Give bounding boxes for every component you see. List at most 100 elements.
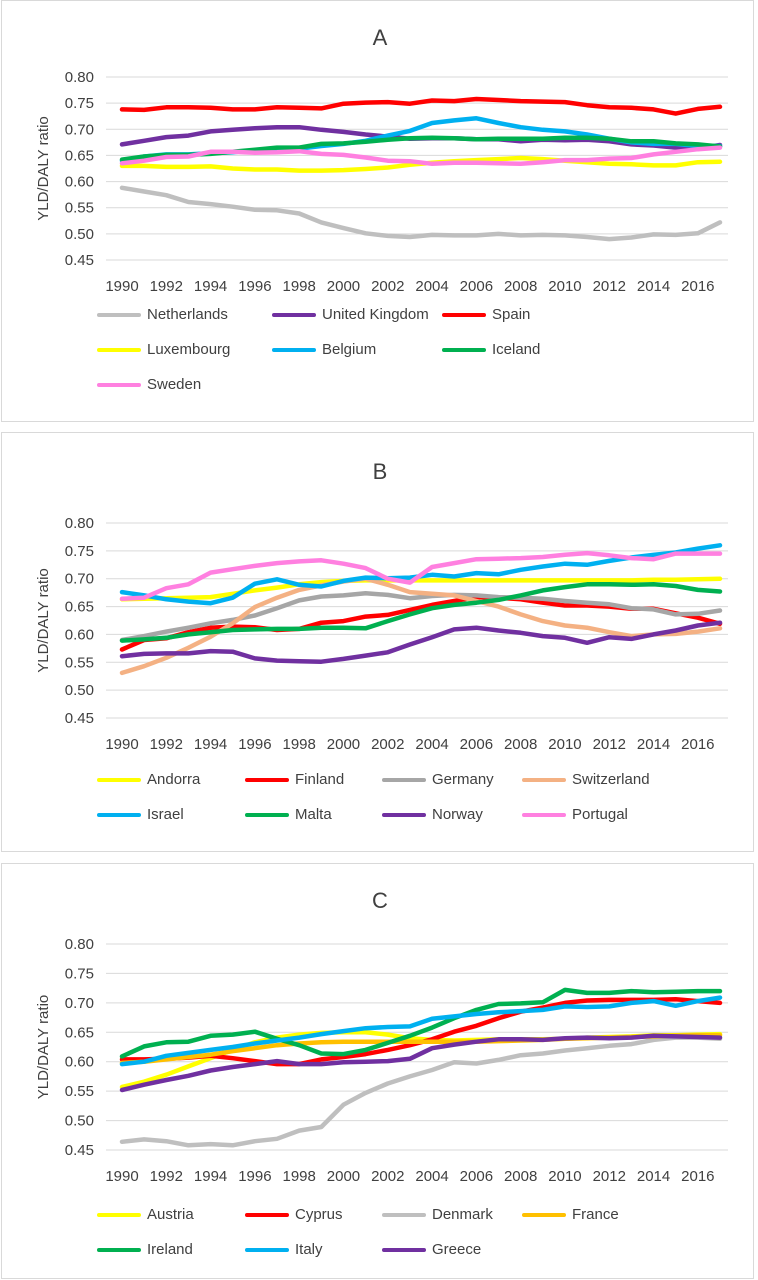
series-line-malta	[119, 582, 723, 643]
legend-label: Spain	[492, 306, 531, 323]
x-tick-label: 2010	[548, 1168, 581, 1185]
y-tick-label: 0.70	[65, 995, 94, 1012]
y-tick-label: 0.80	[65, 69, 94, 86]
y-tick-label: 0.75	[65, 543, 94, 560]
y-tick-label: 0.50	[65, 682, 94, 699]
legend-item: Denmark	[382, 1206, 493, 1223]
x-tick-label: 1994	[194, 1168, 227, 1185]
legend-swatch	[442, 347, 486, 352]
series-line-spain	[119, 96, 723, 116]
y-tick-label: 0.55	[65, 1083, 94, 1100]
x-tick-label: 2010	[548, 736, 581, 753]
series-line-norway	[119, 620, 723, 664]
x-tick-label: 2010	[548, 278, 581, 295]
legend-label: Sweden	[147, 376, 202, 393]
series-line-portugal	[119, 550, 723, 602]
legend-label: Andorra	[147, 771, 201, 788]
legend-swatch	[272, 312, 316, 317]
y-tick-label: 0.60	[65, 1054, 94, 1071]
legend-item: Sweden	[97, 376, 201, 393]
y-tick-label: 0.55	[65, 654, 94, 671]
legend-label: Norway	[432, 806, 483, 823]
legend-label: Israel	[147, 806, 184, 823]
x-tick-label: 2004	[415, 1168, 448, 1185]
x-tick-label: 2000	[327, 278, 360, 295]
legend-swatch	[245, 777, 289, 782]
legend-item: Luxembourg	[97, 341, 230, 358]
x-tick-label: 2014	[637, 278, 670, 295]
y-tick-label: 0.60	[65, 174, 94, 191]
legend-item: Netherlands	[97, 306, 228, 323]
legend-item: Finland	[245, 771, 344, 788]
y-tick-label: 0.70	[65, 121, 94, 138]
legend-item: Italy	[245, 1241, 323, 1258]
chart-c-svg: C YLD/DALY ratio 0.45 0.50 0.55 0.60 0.65 0.70 0…	[35, 888, 728, 1185]
legend-swatch	[382, 1247, 426, 1252]
chart-title: B	[373, 459, 388, 484]
legend-item: Spain	[442, 306, 530, 323]
x-tick-label: 2016	[681, 278, 714, 295]
legend-item: France	[522, 1206, 619, 1223]
x-tick-label: 2002	[371, 278, 404, 295]
legend-label: Switzerland	[572, 771, 650, 788]
x-tick-label: 1996	[238, 736, 271, 753]
series-line-germany	[119, 590, 723, 643]
series-line-ireland	[119, 987, 723, 1059]
legend-label: Greece	[432, 1241, 482, 1258]
legend-item: Andorra	[97, 771, 200, 788]
legend-item: Belgium	[272, 341, 376, 358]
x-tick-label: 2004	[415, 278, 448, 295]
y-tick-label: 0.80	[65, 515, 94, 532]
y-tick-label: 0.50	[65, 1113, 94, 1130]
x-tick-label: 2014	[637, 736, 670, 753]
legend-swatch	[245, 1212, 289, 1217]
x-tick-label: 1994	[194, 736, 227, 753]
y-axis-label: YLD/DALY ratio	[35, 568, 52, 673]
legend-swatch	[522, 1212, 566, 1217]
x-tick-label: 2008	[504, 278, 537, 295]
legend-item: Iceland	[442, 341, 540, 358]
x-tick-label: 1998	[282, 1168, 315, 1185]
series-line-italy	[119, 995, 723, 1067]
legend-swatch	[97, 1247, 141, 1252]
legend-label: Austria	[147, 1206, 194, 1223]
y-tick-label: 0.55	[65, 200, 94, 217]
legend-swatch	[442, 312, 486, 317]
x-tick-label: 2014	[637, 1168, 670, 1185]
y-tick-label: 0.65	[65, 1024, 94, 1041]
y-tick-label: 0.60	[65, 626, 94, 643]
legend-swatch	[522, 777, 566, 782]
y-tick-label: 0.45	[65, 252, 94, 269]
legend-swatch	[272, 347, 316, 352]
x-tick-label: 2000	[327, 1168, 360, 1185]
x-tick-label: 1992	[150, 278, 183, 295]
chart-a-svg: A YLD/DALY ratio 0.45 0.50 0.55 0.60 0.65 0.70 0…	[35, 25, 728, 295]
legend-item: Cyprus	[245, 1206, 343, 1223]
x-tick-label: 1996	[238, 278, 271, 295]
legend-swatch	[245, 1247, 289, 1252]
y-tick-label: 0.45	[65, 710, 94, 727]
legend-item: Switzerland	[522, 771, 650, 788]
x-tick-label: 2002	[371, 1168, 404, 1185]
legend-swatch	[382, 1212, 426, 1217]
legend-swatch	[97, 777, 141, 782]
legend-label: Denmark	[432, 1206, 493, 1223]
x-tick-label: 1996	[238, 1168, 271, 1185]
chart-panel-b: B YLD/DALY ratio 0.45 0.50 0.55 0.60 0.65 0.70 0…	[1, 432, 754, 852]
legend-item: Greece	[382, 1241, 481, 1258]
x-tick-label: 2004	[415, 736, 448, 753]
legend-swatch	[382, 812, 426, 817]
series-line-netherlands	[119, 185, 723, 242]
legend-swatch	[382, 777, 426, 782]
x-tick-label: 1990	[105, 736, 138, 753]
x-tick-label: 1992	[150, 736, 183, 753]
x-tick-label: 1990	[105, 1168, 138, 1185]
x-tick-label: 2012	[593, 736, 626, 753]
x-tick-label: 1998	[282, 278, 315, 295]
y-tick-label: 0.80	[65, 936, 94, 953]
y-tick-label: 0.65	[65, 147, 94, 164]
legend-swatch	[522, 812, 566, 817]
y-axis-label: YLD/DALY ratio	[35, 116, 52, 221]
legend-item: Portugal	[522, 806, 628, 823]
legend-label: Luxembourg	[147, 341, 231, 358]
